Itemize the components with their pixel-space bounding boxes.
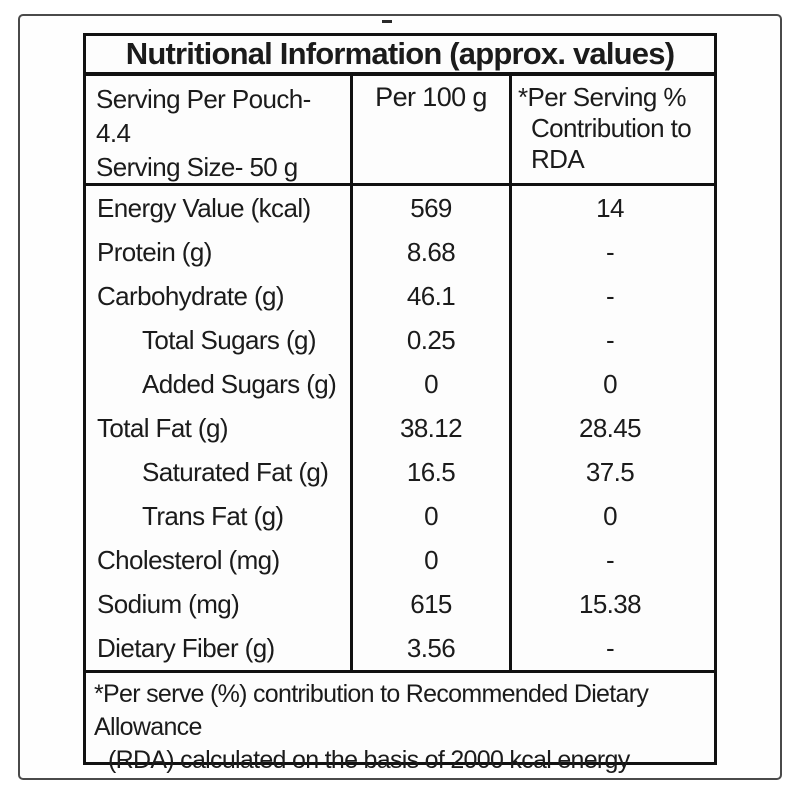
table-title: Nutritional Information (approx. values) <box>86 36 714 76</box>
value-rda-percent: 15.38 <box>578 588 642 619</box>
table-header-row: Serving Per Pouch- 4.4 Serving Size- 50 … <box>86 76 714 186</box>
value-rda-percent: 0 <box>603 500 617 531</box>
value-per-100g: 16.5 <box>353 450 512 494</box>
value-rda-percent: 14 <box>596 192 624 223</box>
table-row-energy: Energy Value (kcal) 569 14 <box>86 186 714 230</box>
value-per-100g: 0 <box>353 362 512 406</box>
row-label: Dietary Fiber (g) <box>86 626 353 670</box>
table-row-added-sugars: Added Sugars (g) 0 0 <box>86 362 714 406</box>
table-row-total-sugars: Total Sugars (g) 0.25 - <box>86 318 714 362</box>
value-rda-percent: 0 <box>603 368 617 399</box>
header-per-100g: Per 100 g <box>353 76 512 183</box>
value-per-100g: 569 <box>353 186 512 230</box>
row-label: Total Sugars (g) <box>86 318 353 362</box>
row-label: Total Fat (g) <box>86 406 353 450</box>
row-label: Added Sugars (g) <box>86 362 353 406</box>
value-rda-percent: - <box>605 544 615 575</box>
value-per-100g: 46.1 <box>353 274 512 318</box>
value-per-100g: 0 <box>353 494 512 538</box>
value-per-100g: 0.25 <box>353 318 512 362</box>
row-label: Trans Fat (g) <box>86 494 353 538</box>
serving-size: Serving Size- 50 g <box>96 152 298 182</box>
value-per-100g: 8.68 <box>353 230 512 274</box>
value-rda-percent: - <box>605 280 615 311</box>
table-row-protein: Protein (g) 8.68 - <box>86 230 714 274</box>
value-rda-percent: - <box>605 324 615 355</box>
value-rda-percent: - <box>605 236 615 267</box>
value-rda-percent: 37.5 <box>585 456 635 487</box>
table-row-dietary-fiber: Dietary Fiber (g) 3.56 - <box>86 626 714 670</box>
row-label: Cholesterol (mg) <box>86 538 353 582</box>
table-row-carbohydrate: Carbohydrate (g) 46.1 - <box>86 274 714 318</box>
header-serving-info: Serving Per Pouch- 4.4 Serving Size- 50 … <box>86 76 353 183</box>
value-rda-percent: 28.45 <box>578 412 642 443</box>
value-per-100g: 615 <box>353 582 512 626</box>
footnote-line2: (RDA) calculated on the basis of 2000 kc… <box>108 746 630 774</box>
footnote: *Per serve (%) contribution to Recommend… <box>86 670 714 777</box>
table-row-saturated-fat: Saturated Fat (g) 16.5 37.5 <box>86 450 714 494</box>
row-label: Carbohydrate (g) <box>86 274 353 318</box>
table-body: Energy Value (kcal) 569 14 Protein (g) 8… <box>86 186 714 670</box>
value-per-100g: 3.56 <box>353 626 512 670</box>
footnote-line1: *Per serve (%) contribution to Recommend… <box>94 680 649 741</box>
serving-per-pouch: Serving Per Pouch- 4.4 <box>96 84 311 148</box>
row-label: Saturated Fat (g) <box>86 450 353 494</box>
row-label: Energy Value (kcal) <box>86 186 353 230</box>
value-rda-percent: - <box>605 632 615 663</box>
table-row-sodium: Sodium (mg) 615 15.38 <box>86 582 714 626</box>
value-per-100g: 38.12 <box>353 406 512 450</box>
row-label: Sodium (mg) <box>86 582 353 626</box>
row-label: Protein (g) <box>86 230 353 274</box>
table-row-total-fat: Total Fat (g) 38.12 28.45 <box>86 406 714 450</box>
header-rda-contribution: *Per Serving % Contribution to RDA <box>518 82 692 174</box>
nutrition-table: Nutritional Information (approx. values)… <box>83 33 717 774</box>
value-per-100g: 0 <box>353 538 512 582</box>
top-dash-mark <box>382 20 392 23</box>
table-row-cholesterol: Cholesterol (mg) 0 - <box>86 538 714 582</box>
table-row-trans-fat: Trans Fat (g) 0 0 <box>86 494 714 538</box>
